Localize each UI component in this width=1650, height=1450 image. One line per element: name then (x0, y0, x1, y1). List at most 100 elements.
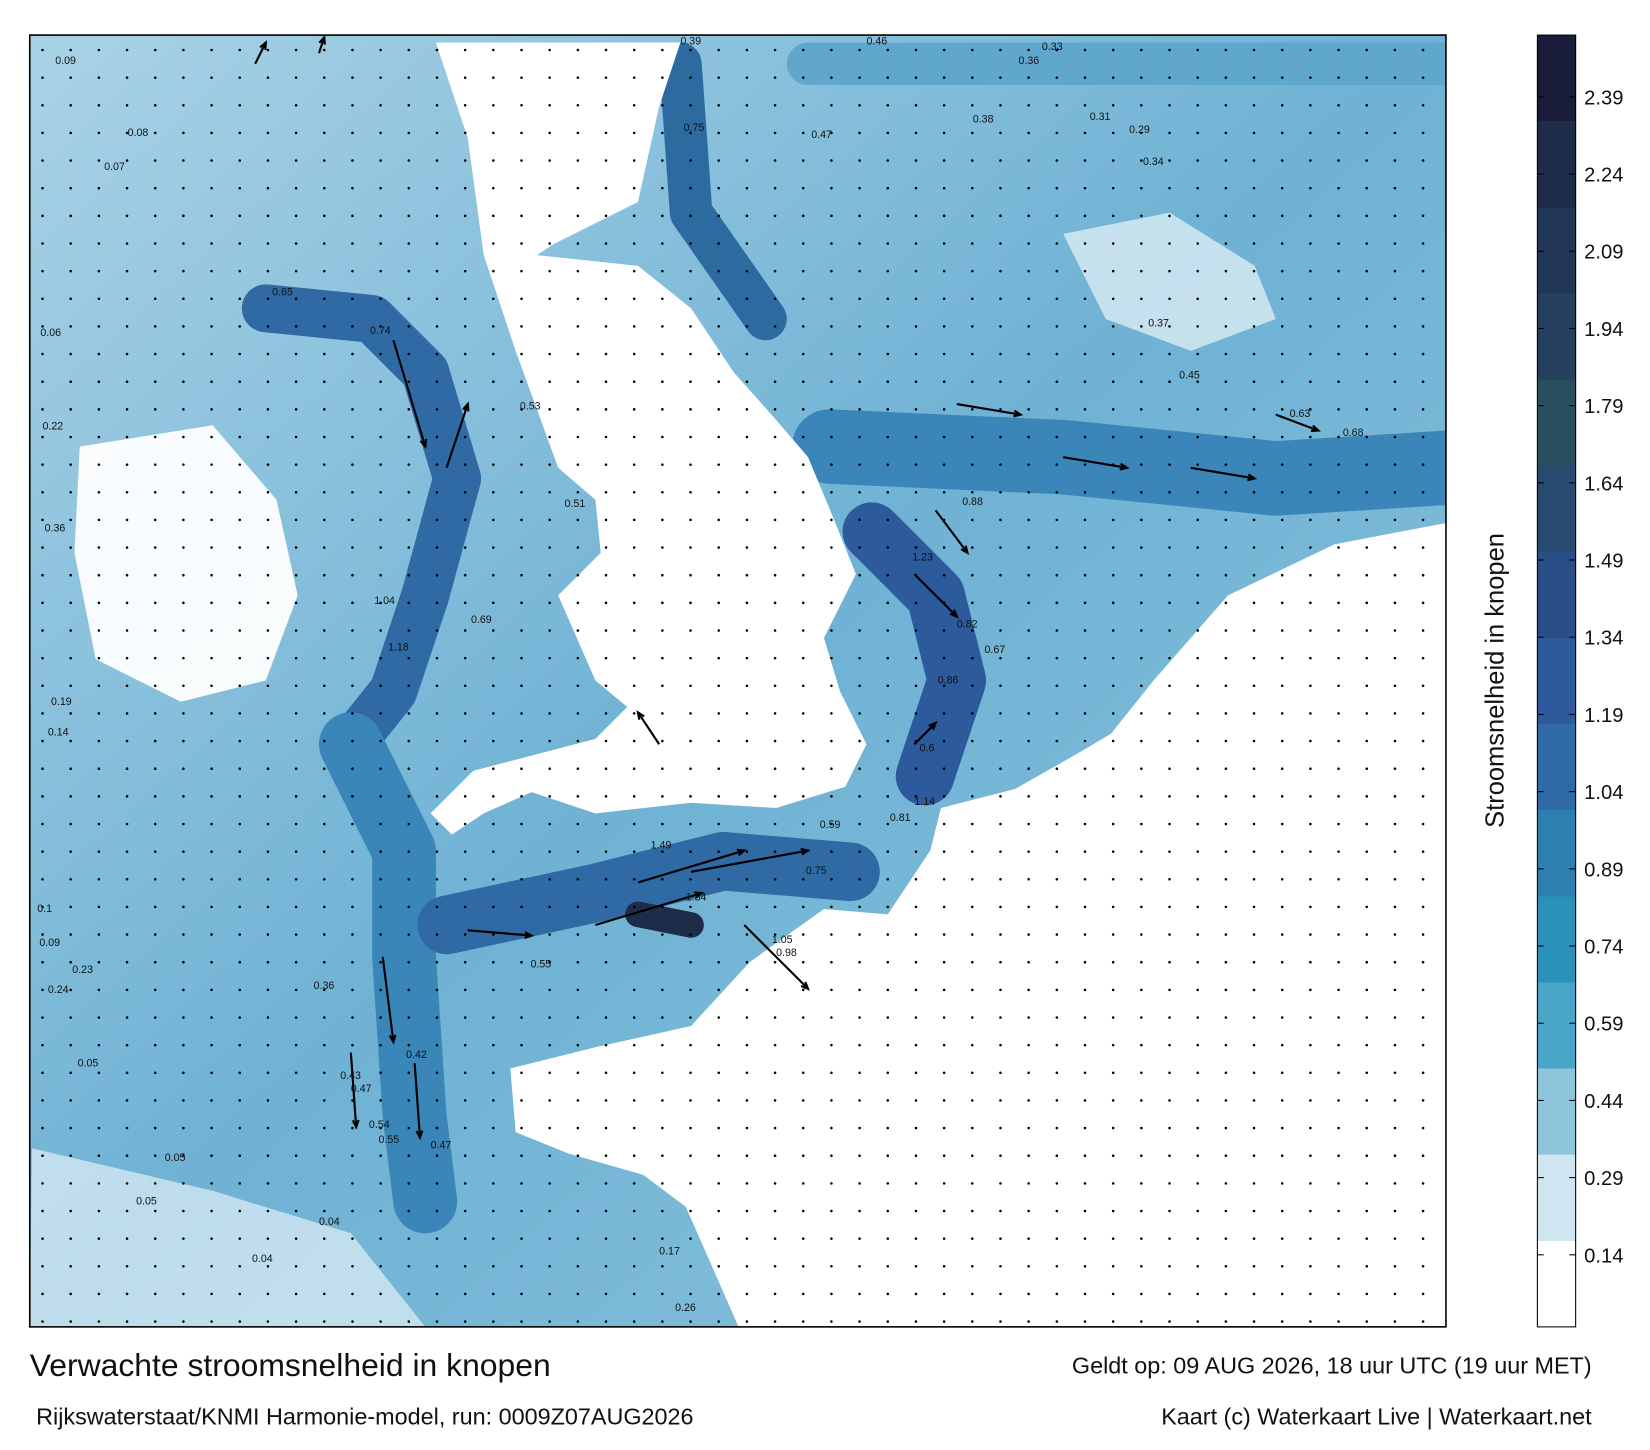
grid-dot (886, 408, 890, 411)
grid-dot (294, 933, 298, 936)
grid-dot (1111, 1043, 1115, 1047)
grid-dot (41, 325, 44, 328)
speed-label: 0.14 (48, 727, 69, 739)
grid-dot (351, 1237, 354, 1240)
grid-dot (97, 573, 101, 577)
grid-dot (323, 380, 326, 383)
grid-dot (492, 988, 495, 992)
grid-dot (1252, 795, 1256, 798)
grid-dot (1393, 131, 1397, 135)
grid-dot (492, 1071, 495, 1075)
grid-dot (520, 76, 523, 79)
grid-dot (351, 1016, 354, 1019)
grid-dot (1055, 490, 1059, 494)
grid-dot (661, 905, 664, 909)
grid-dot (1421, 905, 1425, 909)
grid-dot (1140, 435, 1143, 439)
grid-dot (1252, 1182, 1256, 1185)
grid-dot (1168, 325, 1171, 328)
grid-dot (97, 1182, 101, 1185)
grid-dot (1393, 822, 1397, 826)
grid-dot (210, 103, 213, 107)
grid-dot (323, 1071, 326, 1075)
grid-dot (886, 905, 890, 909)
grid-dot (1027, 1320, 1030, 1323)
grid-dot (717, 1320, 720, 1323)
grid-dot (97, 1154, 101, 1157)
grid-dot (632, 463, 636, 466)
grid-dot (125, 739, 129, 743)
grid-dot (942, 629, 946, 632)
grid-dot (153, 1099, 157, 1102)
grid-dot (773, 960, 777, 964)
arrow (1063, 456, 1128, 469)
grid-dot (632, 795, 636, 798)
grid-dot (1055, 242, 1059, 245)
grid-dot (548, 48, 551, 52)
grid-dot (1337, 131, 1340, 135)
grid-dot (1252, 1237, 1256, 1240)
grid-dot (1337, 48, 1340, 52)
grid-dot (858, 1099, 861, 1102)
grid-dot (435, 905, 439, 909)
grid-dot (632, 1099, 636, 1102)
grid-dot (801, 573, 805, 577)
grid-dot (379, 1209, 382, 1213)
grid-dot (971, 684, 974, 688)
speed-label: 0.51 (565, 498, 586, 510)
grid-dot (1337, 1182, 1340, 1185)
speed-label: 0.47 (811, 129, 832, 141)
credit: Kaart (c) Waterkaart Live | Waterkaart.n… (1161, 1404, 1592, 1430)
grid-dot (463, 877, 467, 881)
grid-dot (942, 490, 946, 494)
grid-dot (661, 518, 664, 522)
grid-dot (520, 297, 523, 301)
grid-dot (266, 905, 270, 909)
grid-dot (548, 325, 551, 328)
grid-dot (238, 1154, 242, 1157)
grid-dot (69, 712, 72, 715)
grid-dot (914, 131, 918, 135)
grid-dot (604, 214, 608, 218)
grid-dot (858, 1154, 861, 1157)
grid-dot (294, 767, 298, 770)
grid-dot (914, 1292, 918, 1296)
grid-dot (1280, 131, 1284, 135)
grid-dot (153, 490, 157, 494)
grid-dot (1393, 1154, 1397, 1157)
grid-dot (153, 629, 157, 632)
grid-dot (238, 850, 242, 853)
grid-dot (886, 795, 890, 798)
grid-dot (745, 739, 749, 743)
grid-dot (689, 767, 692, 770)
arrow (913, 573, 958, 618)
grid-dot (1224, 1126, 1228, 1130)
grid-dot (1393, 656, 1397, 660)
arrow (467, 929, 532, 937)
grid-dot (1168, 573, 1171, 577)
grid-dot (1168, 767, 1171, 770)
grid-dot (1083, 1264, 1087, 1268)
colorbar-tick-label: 1.34 (1584, 628, 1623, 650)
grid-dot (407, 1320, 411, 1323)
grid-dot (914, 684, 918, 688)
grid-dot (1309, 1099, 1312, 1102)
grid-dot (323, 1264, 326, 1268)
grid-dot (210, 463, 213, 466)
grid-dot (407, 103, 411, 107)
grid-dot (632, 269, 636, 273)
grid-dot (69, 1237, 72, 1240)
grid-dot (773, 1209, 777, 1213)
colorbar-tick-label: 0.59 (1584, 1014, 1623, 1036)
grid-dot (1027, 933, 1030, 936)
arrow-head (636, 710, 645, 720)
grid-dot (294, 1320, 298, 1323)
grid-dot (745, 242, 749, 245)
grid-dot (266, 297, 270, 301)
grid-dot (548, 380, 551, 383)
speed-label: 0.07 (104, 161, 125, 173)
grid-dot (97, 1237, 101, 1240)
arrow (913, 722, 937, 745)
grid-dot (1393, 214, 1397, 218)
grid-dot (830, 739, 833, 743)
